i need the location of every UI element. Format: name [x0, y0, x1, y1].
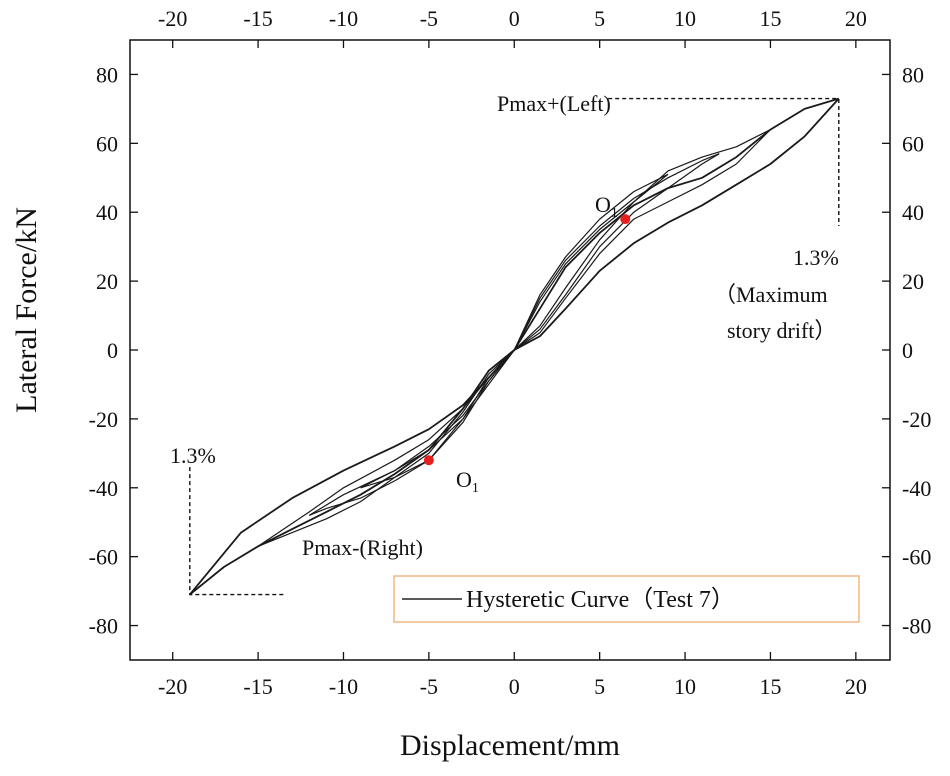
y-tick-label-right: 0: [902, 338, 913, 363]
y-tick-label-left: 40: [96, 200, 118, 225]
y-axis-title: Lateral Force/kN: [10, 207, 43, 413]
y-tick-label-left: -80: [89, 614, 118, 639]
y-tick-label-right: 40: [902, 200, 924, 225]
o1-top-subscript: 1: [611, 206, 618, 221]
yield-point-marker: [620, 214, 631, 225]
x-axis-title: Displacement/mm: [400, 729, 620, 762]
x-tick-label-top: 10: [674, 6, 696, 31]
hysteresis-loop-line: [309, 153, 720, 516]
x-tick-label-top: 5: [594, 6, 605, 31]
drift-negative-label: 1.3%: [170, 443, 216, 468]
yield-point-marker: [423, 455, 434, 466]
y-tick-label-left: -40: [89, 476, 118, 501]
y-tick-label-right: 60: [902, 131, 924, 156]
x-tick-label-bottom: 5: [594, 674, 605, 699]
x-tick-label-top: 20: [845, 6, 867, 31]
x-tick-label-bottom: 15: [759, 674, 781, 699]
plot-frame: [129, 39, 891, 661]
o1-bottom-letter: O: [456, 467, 472, 492]
x-tick-label-top: -15: [243, 6, 272, 31]
hysteresis-loop-line: [257, 129, 771, 547]
y-tick-label-right: 20: [902, 269, 924, 294]
y-tick-label-right: -80: [902, 614, 931, 639]
tick-labels: -20-20-15-15-10-10-5-50055101015152020-8…: [89, 6, 932, 699]
x-tick-label-bottom: -20: [158, 674, 187, 699]
hysteresis-loop-line: [189, 97, 840, 596]
x-tick-label-bottom: 20: [845, 674, 867, 699]
x-tick-label-bottom: -15: [243, 674, 272, 699]
o1-top-label: O1: [595, 192, 618, 221]
hysteresis-loop-line: [308, 153, 720, 516]
yield-points: [423, 214, 631, 466]
o1-bottom-label: O1: [456, 467, 479, 496]
y-tick-label-right: -40: [902, 476, 931, 501]
pmax-negative-label: Pmax-(Right): [302, 535, 423, 560]
hysteresis-loop-line: [189, 97, 840, 596]
hysteresis-curves: [189, 97, 840, 596]
y-tick-label-right: -20: [902, 407, 931, 432]
legend-label: Hysteretic Curve（Test 7）: [466, 587, 735, 613]
x-tick-label-bottom: -10: [329, 674, 358, 699]
o1-bottom-subscript: 1: [472, 481, 479, 496]
y-tick-label-left: 20: [96, 269, 118, 294]
x-tick-label-bottom: 0: [509, 674, 520, 699]
y-tick-label-right: -60: [902, 545, 931, 570]
o1-top-letter: O: [595, 192, 611, 217]
annotation-leaders: [189, 97, 840, 596]
drift-positive-note-line1: （Maximum: [714, 282, 828, 307]
drift-positive-label: 1.3%: [793, 245, 839, 270]
y-tick-label-left: 80: [96, 62, 118, 87]
x-tick-label-bottom: 10: [674, 674, 696, 699]
x-tick-label-top: -10: [329, 6, 358, 31]
x-tick-label-top: 15: [759, 6, 781, 31]
x-tick-label-top: -20: [158, 6, 187, 31]
pmax-positive-leader: [608, 97, 840, 226]
x-tick-label-bottom: -5: [420, 674, 438, 699]
x-tick-label-top: 0: [509, 6, 520, 31]
y-tick-label-left: 0: [107, 338, 118, 363]
pmax-positive-label: Pmax+(Left): [497, 91, 611, 116]
y-tick-label-left: -20: [89, 407, 118, 432]
y-tick-label-left: 60: [96, 131, 118, 156]
legend-box: [393, 575, 860, 623]
axis-ticks: [130, 40, 890, 660]
x-tick-label-top: -5: [420, 6, 438, 31]
hysteresis-loop-line: [360, 173, 669, 489]
hysteresis-loop-line: [257, 129, 771, 547]
pmax-negative-leader: [189, 467, 284, 596]
y-tick-label-left: -60: [89, 545, 118, 570]
drift-positive-note-line2: story drift）: [727, 318, 836, 343]
y-tick-label-right: 80: [902, 62, 924, 87]
